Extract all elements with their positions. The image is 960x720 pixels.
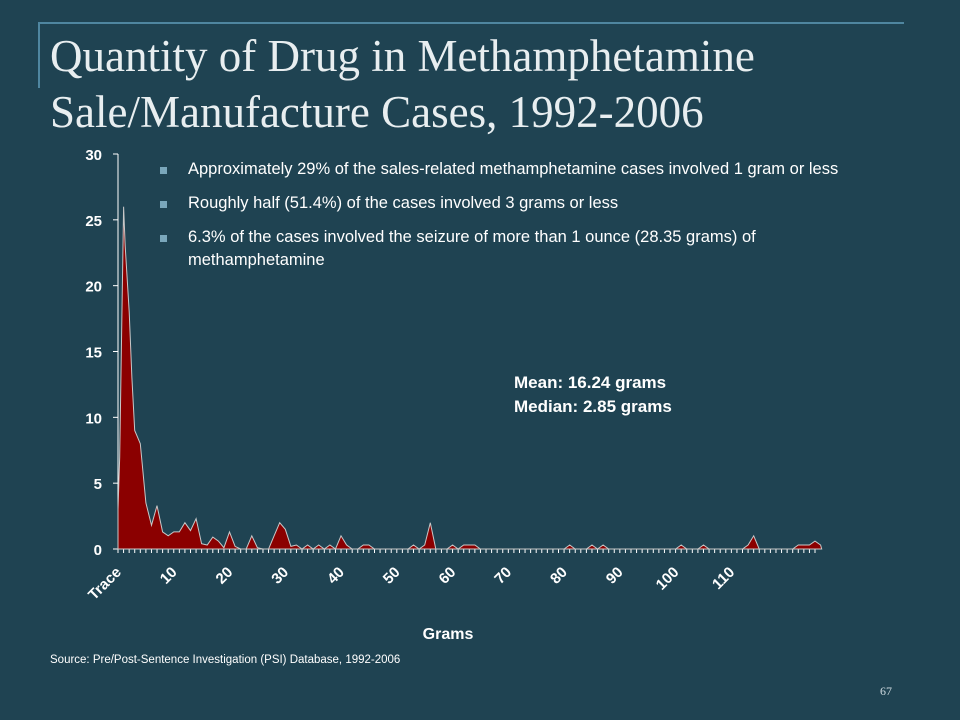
x-tick-label: 20 — [213, 564, 237, 588]
x-tick-label: 70 — [491, 564, 515, 588]
y-tick-label: 0 — [94, 542, 102, 559]
median-value: Median: 2.85 grams — [514, 397, 672, 416]
y-tick-label: 10 — [85, 410, 102, 427]
y-tick-label: 15 — [85, 345, 102, 362]
x-tick-label: 100 — [653, 564, 683, 594]
x-tick-label: Trace — [85, 564, 125, 604]
source-note: Source: Pre/Post-Sentence Investigation … — [50, 654, 401, 666]
finding-item: Roughly half (51.4%) of the cases involv… — [160, 192, 850, 215]
key-findings-list: Approximately 29% of the sales-related m… — [160, 158, 850, 283]
mean-value: Mean: 16.24 grams — [514, 373, 667, 392]
distribution-area — [117, 206, 823, 550]
slide-title-line1: Quantity of Drug in Methamphetamine — [50, 31, 755, 81]
finding-item: Approximately 29% of the sales-related m… — [160, 158, 850, 181]
chart-marks — [117, 206, 823, 550]
summary-stats: Mean: 16.24 grams Median: 2.85 grams — [514, 371, 672, 419]
title-rule-top — [40, 22, 904, 24]
x-tick-label: 60 — [436, 564, 460, 588]
x-tick-label: 30 — [268, 564, 292, 588]
y-tick-label: 5 — [94, 476, 102, 493]
title-rule-left — [38, 22, 40, 88]
x-tick-label: 80 — [547, 564, 571, 588]
x-tick-label: 110 — [709, 564, 738, 593]
finding-item: 6.3% of the cases involved the seizure o… — [160, 226, 850, 272]
x-tick-label: 10 — [157, 564, 181, 588]
y-tick-label: 25 — [85, 213, 102, 230]
slide-number: 67 — [880, 684, 892, 698]
x-tick-label: 50 — [380, 564, 404, 588]
x-tick-label: 40 — [324, 564, 348, 588]
y-tick-label: 20 — [85, 279, 102, 296]
slide-title-line2: Sale/Manufacture Cases, 1992-2006 — [50, 87, 704, 137]
slide-title: Quantity of Drug in Methamphetamine Sale… — [50, 28, 930, 140]
x-tick-label: 90 — [603, 564, 627, 588]
x-axis-label: Grams — [423, 626, 474, 643]
y-tick-label: 30 — [85, 147, 102, 164]
